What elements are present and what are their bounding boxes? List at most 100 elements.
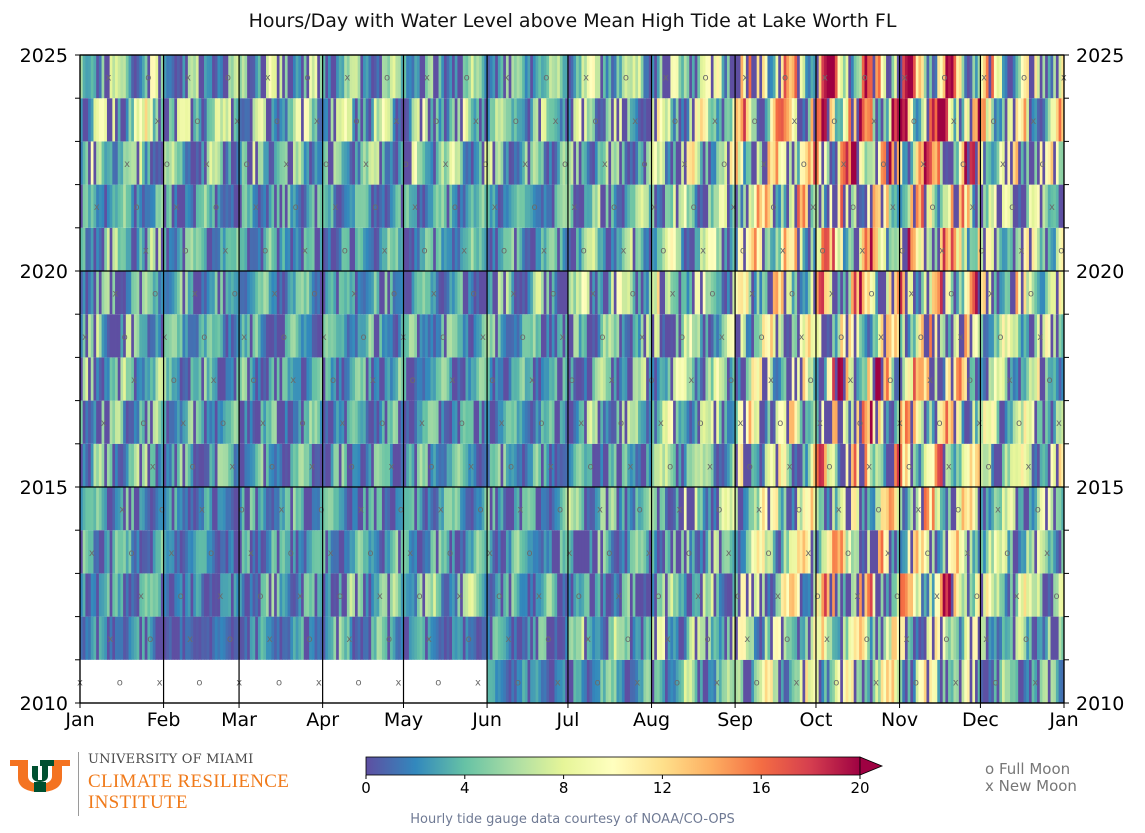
- heatmap-cell: [106, 227, 111, 271]
- heatmap-cell: [983, 227, 987, 271]
- heatmap-cell: [969, 184, 973, 228]
- heatmap-cell: [352, 227, 356, 271]
- heatmap-cell: [603, 443, 607, 487]
- heatmap-cell: [514, 573, 518, 617]
- heatmap-cell: [487, 659, 491, 703]
- heatmap-cell: [745, 487, 749, 531]
- heatmap-cell: [797, 357, 801, 401]
- heatmap-cell: [953, 184, 957, 228]
- heatmap-cell: [187, 487, 191, 531]
- heatmap-cell: [600, 227, 604, 271]
- heatmap-cell: [624, 530, 628, 574]
- heatmap-cell: [718, 271, 723, 315]
- heatmap-cell: [1050, 659, 1054, 703]
- heatmap-cell: [1058, 487, 1062, 531]
- heatmap-cell: [142, 227, 146, 271]
- heatmap-cell: [182, 487, 186, 531]
- heatmap-cell: [1037, 443, 1041, 487]
- heatmap-cell: [1039, 141, 1043, 185]
- heatmap-cell: [937, 400, 941, 444]
- heatmap-cell: [939, 443, 944, 487]
- heatmap-cell: [899, 271, 903, 315]
- heatmap-cell: [581, 271, 585, 315]
- heatmap-cell: [969, 314, 973, 358]
- heatmap-cell: [939, 98, 944, 142]
- heatmap-cell: [872, 616, 876, 660]
- heatmap-cell: [419, 314, 423, 358]
- heatmap-cell: [605, 357, 609, 401]
- heatmap-cell: [271, 98, 275, 142]
- heatmap-cell: [562, 184, 566, 228]
- heatmap-cell: [1010, 616, 1014, 660]
- heatmap-cell: [360, 487, 364, 531]
- heatmap-cell: [821, 141, 825, 185]
- heatmap-cell: [454, 98, 458, 142]
- heatmap-cell: [441, 141, 445, 185]
- heatmap-cell: [408, 98, 412, 142]
- heatmap-cell: [1015, 184, 1019, 228]
- heatmap-cell: [527, 314, 531, 358]
- heatmap-cell: [195, 443, 200, 487]
- heatmap-cell: [260, 357, 264, 401]
- heatmap-cell: [117, 530, 121, 574]
- heatmap-cell: [249, 573, 253, 617]
- heatmap-cell: [772, 487, 776, 531]
- heatmap-cell: [848, 98, 852, 142]
- heatmap-cell: [90, 141, 94, 185]
- heatmap-cell: [387, 400, 391, 444]
- heatmap-cell: [780, 98, 785, 142]
- heatmap-cell: [632, 271, 636, 315]
- heatmap-cell: [624, 616, 628, 660]
- heatmap-cell: [468, 443, 472, 487]
- heatmap-cell: [883, 357, 887, 401]
- heatmap-cell: [603, 573, 607, 617]
- heatmap-cell: [635, 227, 639, 271]
- heatmap-cell: [158, 443, 162, 487]
- heatmap-cell: [737, 98, 741, 142]
- heatmap-cell: [651, 271, 655, 315]
- heatmap-cell: [767, 530, 771, 574]
- heatmap-cell: [128, 271, 132, 315]
- heatmap-cell: [611, 314, 615, 358]
- heatmap-cell: [988, 141, 992, 185]
- heatmap-cell: [1001, 443, 1006, 487]
- heatmap-cell: [443, 443, 448, 487]
- heatmap-cell: [670, 227, 674, 271]
- heatmap-cell: [217, 184, 221, 228]
- heatmap-cell: [495, 616, 499, 660]
- heatmap-cell: [934, 659, 938, 703]
- heatmap-cell: [926, 443, 930, 487]
- heatmap-cell: [158, 314, 162, 358]
- heatmap-cell: [1042, 659, 1046, 703]
- heatmap-cell: [271, 616, 275, 660]
- heatmap-cell: [187, 573, 191, 617]
- heatmap-cell: [923, 357, 927, 401]
- heatmap-cell: [654, 487, 658, 531]
- heatmap-cell: [665, 659, 669, 703]
- heatmap-cell: [632, 573, 636, 617]
- heatmap-cell: [90, 573, 94, 617]
- heatmap-cell: [123, 55, 127, 99]
- heatmap-cell: [810, 98, 814, 142]
- heatmap-cell: [1018, 184, 1022, 228]
- heatmap-cell: [557, 616, 561, 660]
- heatmap-cell: [724, 443, 728, 487]
- heatmap-cell: [964, 573, 968, 617]
- heatmap-cell: [209, 227, 213, 271]
- heatmap-cell: [608, 573, 612, 617]
- heatmap-cell: [198, 184, 202, 228]
- heatmap-cell: [1034, 400, 1038, 444]
- heatmap-cell: [611, 616, 615, 660]
- heatmap-cell: [279, 141, 283, 185]
- heatmap-cell: [309, 357, 313, 401]
- heatmap-cell: [603, 314, 607, 358]
- heatmap-cell: [910, 487, 914, 531]
- heatmap-cell: [266, 141, 270, 185]
- heatmap-cell: [406, 314, 410, 358]
- heatmap-cell: [673, 357, 677, 401]
- heatmap-cell: [457, 573, 461, 617]
- heatmap-cell: [292, 400, 297, 444]
- heatmap-cell: [724, 616, 728, 660]
- heatmap-cell: [567, 400, 572, 444]
- heatmap-cell: [667, 357, 671, 401]
